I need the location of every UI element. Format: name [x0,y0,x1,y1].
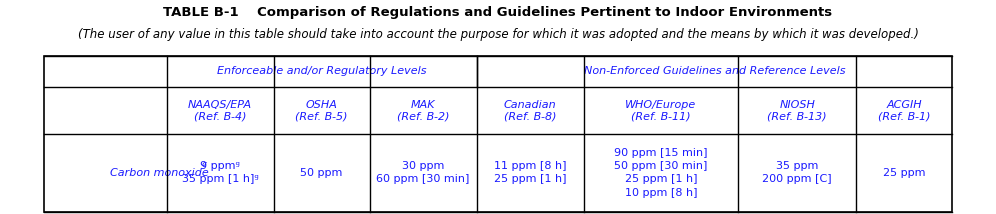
Text: (The user of any value in this table should take into account the purpose for wh: (The user of any value in this table sho… [78,28,918,41]
Text: 50 ppm: 50 ppm [301,168,343,178]
Bar [44,56,952,212]
Text: WHO/Europe
(Ref. B-11): WHO/Europe (Ref. B-11) [625,100,696,121]
Text: 11 ppm [8 h]
25 ppm [1 h]: 11 ppm [8 h] 25 ppm [1 h] [494,161,567,184]
Text: TABLE B-1    Comparison of Regulations and Guidelines Pertinent to Indoor Enviro: TABLE B-1 Comparison of Regulations and … [163,6,833,19]
Text: ACGIH
(Ref. B-1): ACGIH (Ref. B-1) [877,100,930,121]
Text: 90 ppm [15 min]
50 ppm [30 min]
25 ppm [1 h]
10 ppm [8 h]: 90 ppm [15 min] 50 ppm [30 min] 25 ppm [… [615,148,708,198]
Text: 35 ppm
200 ppm [C]: 35 ppm 200 ppm [C] [763,161,832,184]
Text: Carbon monoxide: Carbon monoxide [110,168,208,178]
Text: Enforceable and/or Regulatory Levels: Enforceable and/or Regulatory Levels [217,66,426,76]
Text: c: c [201,160,206,169]
Text: OSHA
(Ref. B-5): OSHA (Ref. B-5) [296,100,348,121]
Text: Canadian
(Ref. B-8): Canadian (Ref. B-8) [504,100,557,121]
Text: Non-Enforced Guidelines and Reference Levels: Non-Enforced Guidelines and Reference Le… [584,66,846,76]
Text: NAAQS/EPA
(Ref. B-4): NAAQS/EPA (Ref. B-4) [188,100,252,121]
Text: MAK
(Ref. B-2): MAK (Ref. B-2) [397,100,449,121]
Text: 25 ppm: 25 ppm [882,168,925,178]
Text: 30 ppm
60 ppm [30 min]: 30 ppm 60 ppm [30 min] [376,161,470,184]
Text: NIOSH
(Ref. B-13): NIOSH (Ref. B-13) [768,100,827,121]
Text: 9 ppmᵍ
35 ppm [1 h]ᵍ: 9 ppmᵍ 35 ppm [1 h]ᵍ [181,161,259,184]
